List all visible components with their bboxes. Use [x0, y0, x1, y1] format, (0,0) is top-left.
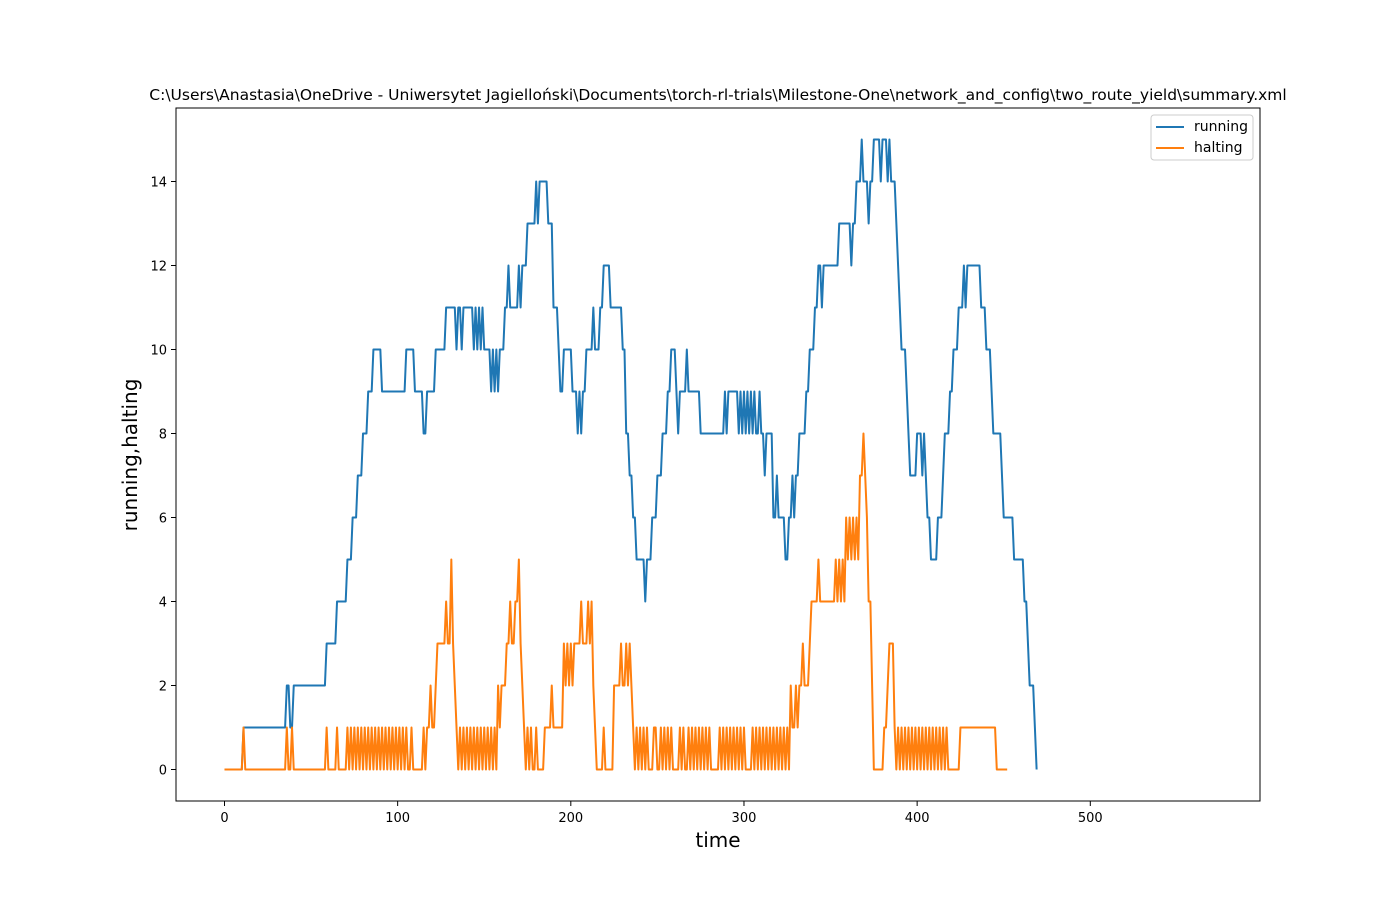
tick-layer: 0 100 200 300 400 500 0 2 4 6 8 10 12 14: [150, 176, 1102, 827]
y-axis-label: running,halting: [118, 379, 142, 532]
legend-label-halting: halting: [1194, 140, 1242, 156]
x-tick-label: 200: [558, 811, 583, 826]
x-tick-label: 300: [732, 811, 757, 826]
x-tick-label: 400: [905, 811, 930, 826]
series-line-running: [224, 138, 1038, 771]
legend-label-running: running: [1194, 119, 1248, 135]
x-tick-label: 0: [220, 811, 228, 826]
series-line-halting: [224, 432, 1008, 771]
legend: running halting: [1150, 114, 1254, 161]
y-tick-label: 6: [159, 512, 167, 527]
y-tick-label: 0: [159, 764, 167, 779]
x-tick-label: 100: [385, 811, 410, 826]
plot-frame: [175, 107, 1261, 802]
chart-title: C:\Users\Anastasia\OneDrive - Uniwersyte…: [149, 86, 1286, 105]
x-tick-label: 500: [1078, 811, 1103, 826]
series-layer: [224, 138, 1038, 771]
y-tick-label: 10: [150, 344, 167, 359]
y-tick-label: 2: [159, 680, 167, 695]
y-tick-label: 12: [150, 260, 167, 275]
x-axis-label: time: [695, 828, 740, 852]
y-tick-label: 14: [150, 176, 167, 191]
y-tick-label: 8: [159, 428, 167, 443]
y-tick-label: 4: [159, 596, 167, 611]
